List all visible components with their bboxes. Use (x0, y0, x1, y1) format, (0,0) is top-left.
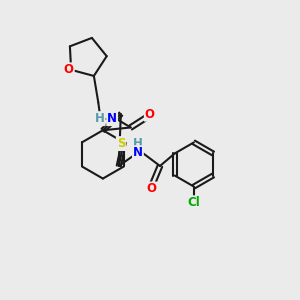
Text: H: H (133, 137, 143, 150)
Text: S: S (117, 137, 125, 150)
Text: O: O (145, 108, 155, 121)
Text: O: O (146, 182, 156, 195)
Text: N: N (107, 112, 117, 125)
Text: Cl: Cl (188, 196, 200, 209)
Text: O: O (64, 63, 74, 76)
Text: N: N (133, 146, 143, 159)
Text: H: H (95, 112, 105, 125)
